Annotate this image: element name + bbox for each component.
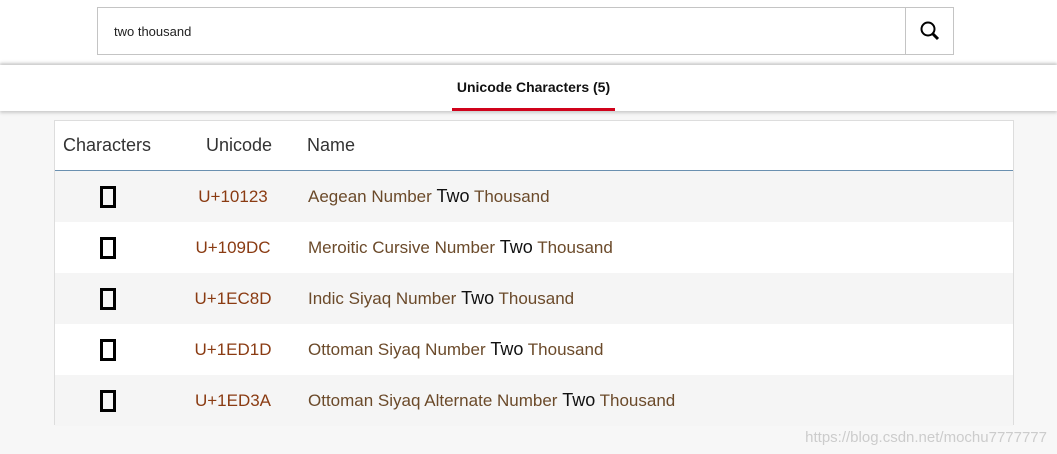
missing-glyph-icon <box>99 338 116 361</box>
name-prefix: Aegean Number <box>308 187 437 206</box>
name-prefix: Ottoman Siyaq Alternate Number <box>308 391 563 410</box>
search-icon <box>920 21 939 41</box>
missing-glyph-icon <box>99 389 116 412</box>
tab-bar: Unicode Characters (5) <box>0 65 1057 111</box>
header <box>0 0 1057 63</box>
header-name: Name <box>307 135 356 155</box>
search-input[interactable] <box>98 8 905 54</box>
character-cell <box>55 389 160 412</box>
table-header: Characters Unicode Name <box>55 121 1013 171</box>
name-suffix: Thousand <box>595 391 676 410</box>
header-characters: Characters <box>63 135 152 155</box>
name-suffix: Thousand <box>494 289 575 308</box>
name-suffix: Thousand <box>532 238 613 257</box>
unicode-code[interactable]: U+1ED1D <box>194 339 272 359</box>
unicode-code[interactable]: U+10123 <box>198 186 268 206</box>
name-highlight: Two <box>436 186 470 206</box>
search-bar <box>97 7 954 55</box>
table-row[interactable]: U+1ED1D Ottoman Siyaq Number Two Thousan… <box>55 324 1013 375</box>
unicode-code[interactable]: U+1EC8D <box>194 288 272 308</box>
name-prefix: Indic Siyaq Number <box>308 289 462 308</box>
name-highlight: Two <box>499 237 533 257</box>
unicode-code[interactable]: U+1ED3A <box>194 390 272 410</box>
table-row[interactable]: U+10123 Aegean Number Two Thousand <box>55 171 1013 222</box>
name-prefix: Ottoman Siyaq Number <box>308 340 491 359</box>
missing-glyph-icon <box>99 236 116 259</box>
character-name[interactable]: Indic Siyaq Number Two Thousand <box>306 288 1013 309</box>
missing-glyph-icon <box>99 287 116 310</box>
search-button[interactable] <box>905 8 953 54</box>
missing-glyph-icon <box>99 185 116 208</box>
results-table: Characters Unicode Name U+10123 Aegean N… <box>54 120 1014 426</box>
character-cell <box>55 338 160 361</box>
character-name[interactable]: Aegean Number Two Thousand <box>306 186 1013 207</box>
table-row[interactable]: U+109DC Meroitic Cursive Number Two Thou… <box>55 222 1013 273</box>
name-highlight: Two <box>461 288 495 308</box>
name-prefix: Meroitic Cursive Number <box>308 238 500 257</box>
name-highlight: Two <box>562 390 596 410</box>
character-cell <box>55 287 160 310</box>
character-name[interactable]: Meroitic Cursive Number Two Thousand <box>306 237 1013 258</box>
table-row[interactable]: U+1ED3A Ottoman Siyaq Alternate Number T… <box>55 375 1013 426</box>
name-highlight: Two <box>490 339 524 359</box>
tab-unicode-characters[interactable]: Unicode Characters (5) <box>452 65 615 111</box>
character-name[interactable]: Ottoman Siyaq Alternate Number Two Thous… <box>306 390 1013 411</box>
name-suffix: Thousand <box>469 187 550 206</box>
name-suffix: Thousand <box>523 340 604 359</box>
table-row[interactable]: U+1EC8D Indic Siyaq Number Two Thousand <box>55 273 1013 324</box>
character-cell <box>55 236 160 259</box>
character-cell <box>55 185 160 208</box>
character-name[interactable]: Ottoman Siyaq Number Two Thousand <box>306 339 1013 360</box>
header-unicode: Unicode <box>205 135 273 155</box>
unicode-code[interactable]: U+109DC <box>195 237 271 257</box>
watermark: https://blog.csdn.net/mochu7777777 <box>805 429 1047 446</box>
